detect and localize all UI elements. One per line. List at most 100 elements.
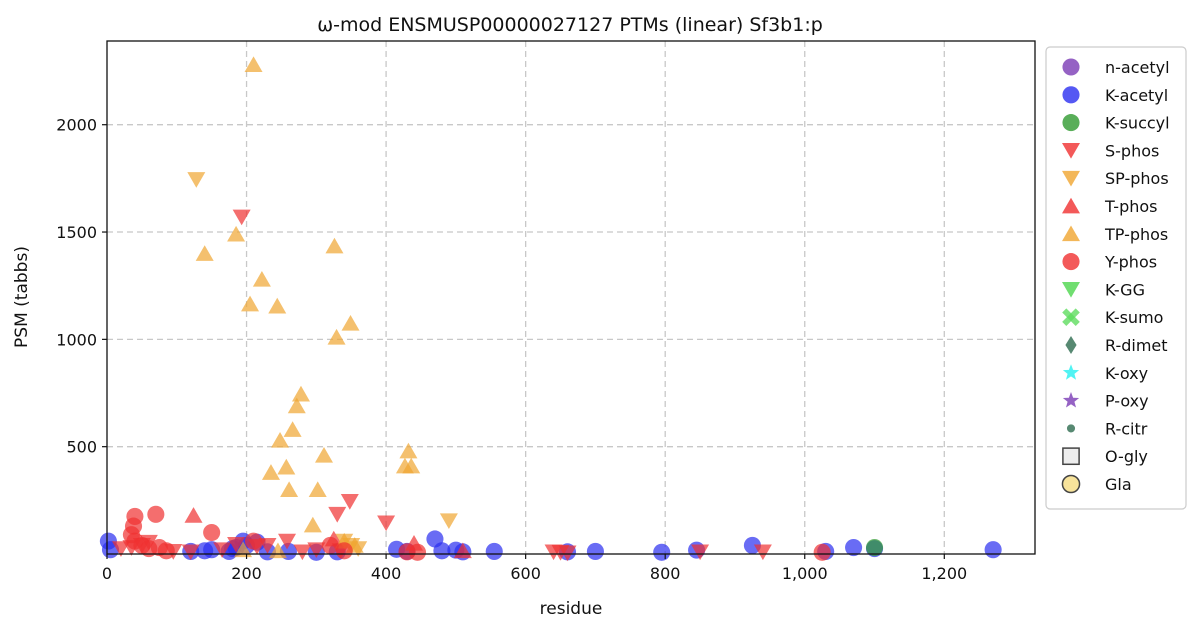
legend-label-k-succyl: K-succyl [1105, 114, 1170, 133]
legend-label-k-oxy: K-oxy [1105, 364, 1148, 383]
data-point-t-phos [184, 507, 203, 523]
data-point-s-phos [340, 494, 359, 510]
legend-marker-r-citr [1066, 424, 1076, 433]
data-point-tp-phos [271, 431, 290, 448]
data-point-y-phos [203, 523, 221, 542]
x-tick-label: 800 [650, 564, 681, 583]
data-point-s-phos [691, 544, 710, 561]
legend-marker-k-succyl [1062, 114, 1080, 132]
data-point-y-phos [244, 532, 263, 550]
data-point-tp-phos [399, 442, 418, 459]
data-point-tp-phos [227, 225, 246, 242]
legend-label-k-sumo: K-sumo [1105, 308, 1163, 327]
y-tick-label: 1000 [56, 330, 97, 349]
data-point-tp-phos [195, 245, 214, 261]
data-point-tp-phos [280, 481, 299, 497]
y-axis-ticks: 500 1000 1500 2000 [56, 116, 107, 457]
legend-label-k-acetyl: K-acetyl [1105, 86, 1168, 105]
legend-label-tp-phos: TP-phos [1104, 225, 1168, 244]
data-point-tp-phos [287, 397, 306, 414]
data-point-y-phos [157, 542, 175, 560]
data-point-k-acetyl [845, 539, 863, 557]
data-point-tp-phos [261, 464, 280, 480]
x-axis-ticks: 0 200 400 600 800 1,000 1,200 [102, 554, 967, 583]
data-point-tp-phos [325, 237, 344, 254]
legend-marker-y-phos [1062, 253, 1080, 271]
legend-marker-t-phos [1062, 197, 1080, 214]
data-point-s-phos [753, 544, 772, 561]
legend: n-acetyl K-acetyl K-succyl S-phos SP-phos T-p… [1045, 46, 1187, 510]
plot-frame [106, 40, 1036, 555]
legend-label-r-dimet: R-dimet [1105, 336, 1168, 355]
data-point-s-phos [293, 544, 312, 561]
data-point-s-phos [227, 536, 246, 553]
data-point-k-acetyl [485, 542, 503, 560]
data-point-tp-phos [277, 458, 296, 475]
data-point-tp-phos [327, 328, 346, 345]
legend-label-r-citr: R-citr [1105, 419, 1148, 438]
data-point-y-phos [147, 505, 165, 523]
legend-label-o-gly: O-gly [1105, 447, 1148, 466]
data-point-s-phos [232, 209, 251, 226]
legend-box [1045, 46, 1187, 510]
data-point-tp-phos [244, 56, 263, 72]
data-point-s-phos [278, 533, 297, 550]
data-point-y-phos [813, 543, 831, 561]
data-point-s-phos [377, 515, 396, 532]
data-point-tp-phos [268, 297, 287, 314]
data-point-tp-phos [341, 314, 360, 331]
chart-title: ω-mod ENSMUSP00000027127 PTMs (linear) S… [317, 14, 823, 36]
data-point-tp-phos [291, 385, 310, 402]
y-tick-label: 500 [66, 438, 97, 457]
data-point-y-phos [321, 536, 339, 554]
legend-label-sp-phos: SP-phos [1105, 169, 1169, 188]
legend-marker-k-acetyl [1062, 86, 1080, 104]
data-point-tp-phos [314, 446, 333, 463]
x-tick-label: 400 [371, 564, 402, 583]
data-points [99, 56, 1002, 562]
data-point-tp-phos [241, 295, 260, 312]
data-point-k-acetyl [984, 541, 1002, 559]
data-point-s-phos [328, 506, 347, 523]
legend-marker-k-oxy [1062, 364, 1080, 380]
legend-marker-sp-phos [1062, 170, 1080, 187]
data-point-tp-phos [303, 516, 322, 533]
x-tick-label: 1,000 [782, 564, 828, 583]
data-point-sp-phos [439, 513, 458, 530]
y-tick-label: 2000 [56, 116, 97, 135]
legend-marker-r-dimet [1065, 336, 1077, 354]
data-point-k-acetyl [433, 542, 451, 560]
data-point-s-phos [181, 544, 200, 561]
legend-label-gla: Gla [1105, 475, 1132, 494]
legend-label-s-phos: S-phos [1105, 141, 1159, 160]
data-point-k-acetyl [586, 542, 604, 560]
data-point-tp-phos [234, 541, 253, 558]
data-point-s-phos [213, 542, 232, 558]
data-point-sp-phos [187, 172, 206, 188]
legend-label-n-acetyl: n-acetyl [1105, 58, 1170, 77]
data-point-k-succyl [865, 539, 884, 557]
data-point-s-phos [307, 542, 326, 558]
legend-marker-tp-phos [1062, 225, 1080, 242]
data-point-tp-phos [402, 457, 421, 474]
legend-marker-gla [1061, 474, 1081, 494]
data-point-k-acetyl [653, 543, 671, 561]
data-point-y-phos [335, 542, 353, 560]
x-tick-label: 200 [231, 564, 262, 583]
legend-marker-o-gly [1062, 447, 1080, 466]
data-point-tp-phos [283, 421, 302, 437]
data-point-y-phos [408, 543, 427, 561]
x-tick-label: 1,200 [921, 564, 967, 583]
data-point-k-acetyl [743, 536, 761, 554]
data-point-tp-phos [308, 481, 327, 497]
y-tick-label: 1500 [56, 223, 97, 242]
legend-marker-k-sumo [1062, 308, 1080, 327]
grid [107, 41, 1035, 554]
x-tick-label: 600 [510, 564, 541, 583]
legend-label-k-gg: K-GG [1105, 280, 1145, 299]
x-tick-label: 0 [102, 564, 112, 583]
legend-marker-k-gg [1062, 282, 1080, 298]
y-axis-title: PSM (tabbs) [12, 246, 32, 348]
legend-label-t-phos: T-phos [1104, 197, 1158, 216]
